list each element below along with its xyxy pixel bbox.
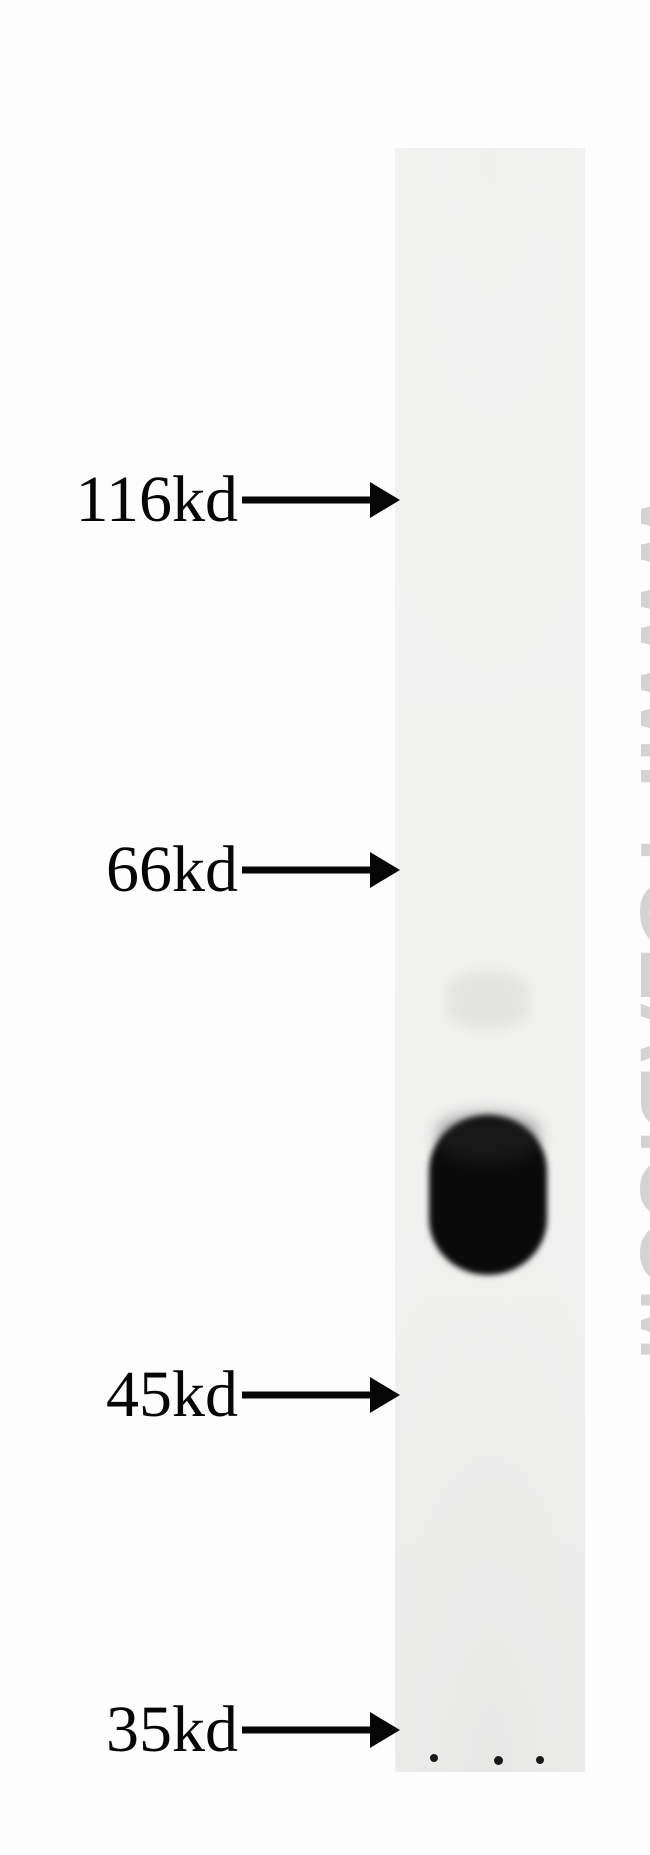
arrow-right-icon [242, 1712, 400, 1748]
lane-edge-dot [536, 1756, 544, 1764]
mw-marker-label: 66kd [32, 832, 242, 908]
lane-edge-dot [430, 1754, 438, 1762]
mw-marker: 66kd [32, 831, 400, 909]
arrow-right-icon [242, 482, 400, 518]
mw-marker-label: 45kd [32, 1357, 242, 1433]
blot-lane [395, 148, 585, 1772]
mw-marker-label: 35kd [32, 1692, 242, 1768]
mw-marker-label: 116kd [32, 462, 242, 538]
mw-marker: 116kd [32, 461, 400, 539]
arrow-right-icon [242, 852, 400, 888]
arrow-right-icon [242, 1377, 400, 1413]
mw-marker: 45kd [32, 1356, 400, 1434]
watermark-text: WWW.PTGLAB.COM [620, 493, 650, 1362]
mw-marker: 35kd [32, 1691, 400, 1769]
protein-band [438, 1114, 538, 1162]
lane-edge-dot [494, 1756, 503, 1765]
protein-band [447, 970, 529, 1030]
blot-canvas: WWW.PTGLAB.COM 116kd 66kd 45kd 35kd [0, 0, 650, 1855]
